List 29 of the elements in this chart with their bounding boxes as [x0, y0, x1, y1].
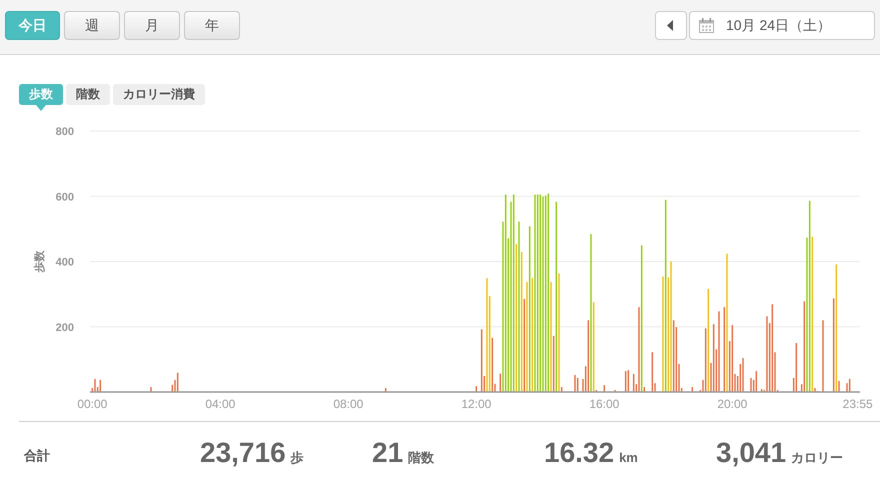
y-tick-label: 400: [56, 256, 74, 268]
x-tick-label: 16:00: [589, 397, 620, 411]
y-tick-label: 800: [56, 126, 74, 138]
tab: カロリー消費: [113, 84, 205, 105]
button: 今日: [5, 11, 60, 40]
total-unit: カロリー: [791, 449, 844, 466]
total-value: 21: [372, 437, 404, 469]
tab: 階数: [66, 84, 110, 105]
y-axis-title: 歩数: [34, 250, 46, 272]
x-tick-label: 20:00: [717, 397, 748, 411]
total-unit: 階数: [408, 449, 434, 466]
total-value: 3,041: [716, 437, 786, 469]
x-tick-label: 04:00: [205, 397, 236, 411]
x-tick-label: 08:00: [333, 397, 364, 411]
label: 合計: [24, 447, 50, 464]
button: 年: [184, 11, 240, 40]
button: 週: [64, 11, 120, 40]
y-tick-label: 200: [56, 322, 74, 334]
total-unit: 歩: [290, 449, 304, 466]
y-tick-label: 600: [56, 191, 74, 204]
x-tick-label: 23:55: [842, 397, 873, 411]
tab: 歩数: [19, 84, 63, 105]
button: 月: [124, 11, 180, 40]
x-tick-label: 12:00: [461, 397, 492, 411]
total-value: 23,716: [200, 437, 286, 469]
total-unit: km: [619, 449, 638, 466]
x-tick-label: 00:00: [77, 397, 108, 411]
total-value: 16.32: [544, 437, 614, 469]
date-picker: 10月 24日（土）: [689, 11, 875, 40]
